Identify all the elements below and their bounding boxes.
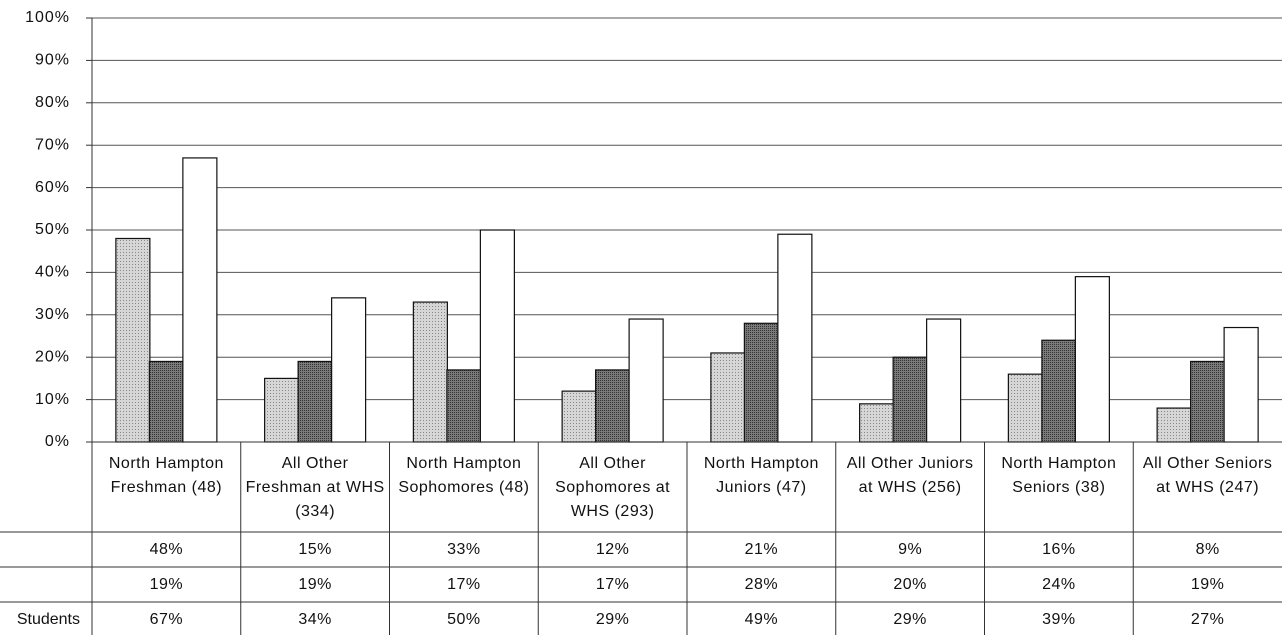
bar bbox=[412, 301, 448, 443]
bar bbox=[1190, 360, 1226, 443]
x-tick-label: All Other Juniors at WHS (256) bbox=[846, 455, 974, 496]
bar bbox=[1007, 373, 1043, 443]
table-cell: 48% bbox=[149, 540, 184, 558]
y-tick-label: 20% bbox=[35, 348, 70, 365]
bar bbox=[710, 352, 746, 443]
table-cell: 21% bbox=[744, 540, 779, 558]
bar bbox=[1074, 276, 1110, 443]
y-tick-label: 80% bbox=[35, 94, 70, 111]
x-tick-label: North Hampton Sophomores (48) bbox=[398, 455, 530, 496]
y-tick-label: 100% bbox=[25, 9, 70, 26]
table-cell: 19% bbox=[149, 575, 184, 593]
table-cell: 8% bbox=[1195, 540, 1220, 558]
bar bbox=[1041, 339, 1077, 443]
y-tick-label: 90% bbox=[35, 52, 70, 69]
bar bbox=[148, 360, 184, 443]
table-cell: 50% bbox=[447, 610, 481, 628]
table-cell: 17% bbox=[595, 575, 630, 593]
x-tick-label: North Hampton Freshman (48) bbox=[108, 455, 224, 496]
table-cell: 19% bbox=[298, 575, 332, 593]
table-cell: 29% bbox=[893, 610, 927, 628]
bar bbox=[331, 297, 367, 443]
table-cell: 9% bbox=[898, 540, 923, 558]
bar bbox=[115, 237, 151, 443]
table-cell: 19% bbox=[1190, 575, 1225, 593]
bar bbox=[1156, 407, 1192, 443]
table-cell: 15% bbox=[298, 540, 332, 558]
bar bbox=[561, 390, 597, 443]
bar bbox=[859, 403, 895, 443]
y-tick-label: 0% bbox=[45, 433, 70, 450]
legend-label: Students bbox=[16, 610, 80, 628]
bar bbox=[892, 356, 928, 443]
x-tick-label: All Other Sophomores at WHS (293) bbox=[555, 455, 671, 520]
table-cell: 34% bbox=[298, 610, 332, 628]
table-cell: 17% bbox=[447, 575, 481, 593]
x-tick-label: North Hampton Seniors (38) bbox=[1001, 455, 1117, 496]
table-cell: 28% bbox=[744, 575, 779, 593]
bar bbox=[264, 377, 300, 443]
table-cell: 20% bbox=[893, 575, 927, 593]
y-tick-label: 50% bbox=[35, 221, 70, 238]
bar bbox=[777, 233, 813, 443]
x-tick-label: All Other Freshman at WHS (334) bbox=[245, 455, 385, 520]
y-tick-label: 30% bbox=[35, 306, 70, 323]
y-tick-label: 10% bbox=[35, 391, 70, 408]
table-cell: 16% bbox=[1042, 540, 1076, 558]
y-tick-label: 70% bbox=[35, 136, 70, 153]
bar bbox=[297, 360, 333, 443]
bar bbox=[182, 157, 218, 443]
table-cell: 39% bbox=[1042, 610, 1076, 628]
table-cell: 49% bbox=[744, 610, 779, 628]
bar bbox=[595, 369, 631, 443]
bar bbox=[743, 322, 779, 443]
bar bbox=[628, 318, 664, 443]
x-tick-label: All Other Seniors at WHS (247) bbox=[1142, 455, 1273, 496]
table-cell: 33% bbox=[447, 540, 481, 558]
table-cell: 12% bbox=[595, 540, 630, 558]
bar bbox=[479, 229, 515, 443]
bar bbox=[446, 369, 482, 443]
table-cell: 27% bbox=[1190, 610, 1225, 628]
table-cell: 24% bbox=[1042, 575, 1076, 593]
table-cell: 67% bbox=[149, 610, 184, 628]
table-cell: 29% bbox=[595, 610, 630, 628]
bar bbox=[1223, 326, 1259, 443]
y-tick-label: 40% bbox=[35, 264, 70, 281]
x-tick-label: North Hampton Juniors (47) bbox=[703, 455, 819, 496]
bar bbox=[926, 318, 962, 443]
y-tick-label: 60% bbox=[35, 179, 70, 196]
